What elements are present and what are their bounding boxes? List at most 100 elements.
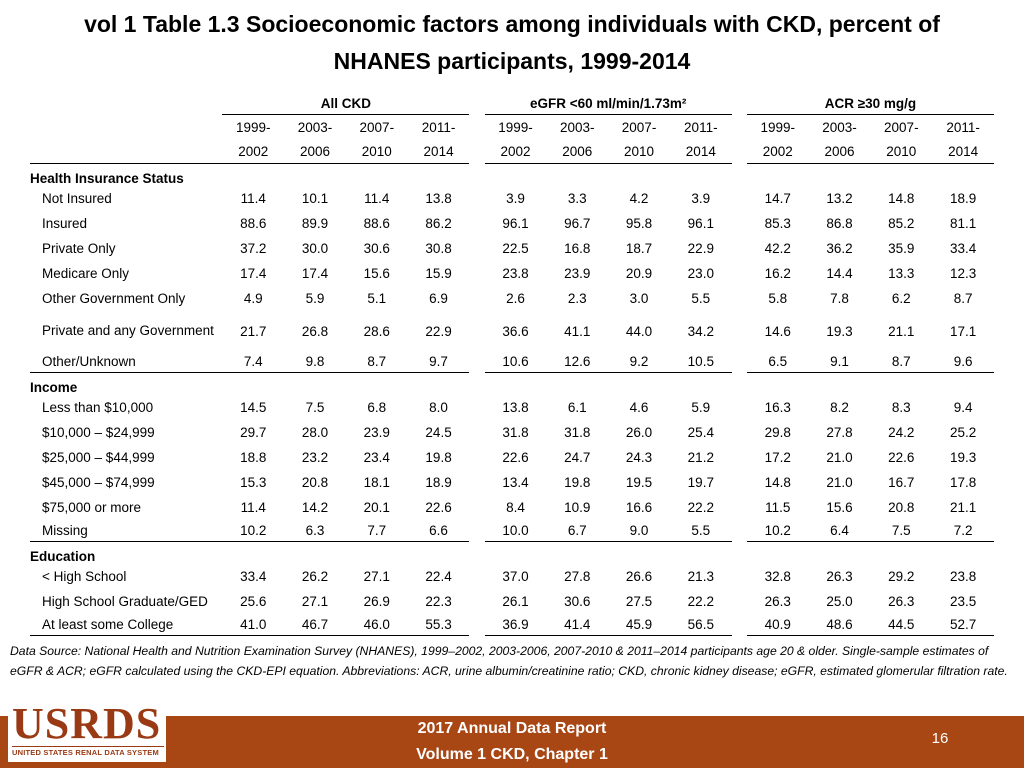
table-row: Missing 10.2 6.3 7.7 6.6 10.0 6.7 9.0 5.5 10.2 6.4… <box>30 520 994 542</box>
row-value: 48.6 <box>808 614 871 636</box>
year-header-top: 2007- <box>884 119 919 135</box>
row-value: 46.7 <box>284 614 346 636</box>
group-gap <box>469 286 484 311</box>
row-value: 11.4 <box>240 500 266 515</box>
group-gap <box>469 614 484 636</box>
row-value: 8.7 <box>870 351 933 373</box>
row-label: Other Government Only <box>42 291 186 306</box>
row-value: 2.6 <box>506 291 525 306</box>
row-value: 23.8 <box>502 266 529 281</box>
year-header-bottom: 2010 <box>870 139 933 164</box>
usrds-logo: USRDS UNITED STATES RENAL DATA SYSTEM <box>8 700 166 762</box>
row-value: 52.7 <box>932 614 994 636</box>
row-label: Missing <box>30 520 223 542</box>
row-value: 30.6 <box>363 241 390 256</box>
row-value: 4.6 <box>629 400 649 415</box>
group-gap <box>469 420 484 445</box>
row-value: 23.5 <box>949 594 977 609</box>
row-value: 11.4 <box>364 191 390 206</box>
row-value: 5.5 <box>669 520 732 542</box>
row-value: 5.9 <box>691 400 711 415</box>
row-value: 41.4 <box>546 614 609 636</box>
table-row: $75,000 or more 11.4 14.2 20.1 22.6 8.4 10.9 16… <box>30 495 994 520</box>
group-gap <box>732 236 747 261</box>
group-gap <box>732 445 747 470</box>
row-value: 15.9 <box>425 266 452 281</box>
row-value: 85.2 <box>888 216 915 231</box>
row-value: 89.9 <box>301 216 329 231</box>
page-title-line-2: NHANES participants, 1999-2014 <box>333 48 691 74</box>
group-gap <box>732 614 747 636</box>
year-header-spacer <box>30 139 223 164</box>
section-heading: Income <box>30 380 78 395</box>
row-value: 14.4 <box>826 266 853 281</box>
row-value: 37.2 <box>240 241 267 256</box>
row-value: 25.0 <box>826 594 853 609</box>
data-table: All CKD eGFR <60 ml/min/1.73m² ACR ≥30 m… <box>30 92 994 636</box>
row-value: 8.2 <box>830 400 849 415</box>
row-value: 55.3 <box>407 614 470 636</box>
row-value: 5.5 <box>691 291 711 306</box>
table-row: High School Graduate/GED 25.6 27.1 26.9 22.3… <box>30 589 994 614</box>
row-value: 18.7 <box>625 241 653 256</box>
table-row: Private and any Government 21.7 26.8 28.6 22… <box>30 311 994 351</box>
row-label: High School Graduate/GED <box>42 594 208 609</box>
row-value: 96.7 <box>564 216 591 231</box>
row-value: 23.9 <box>564 266 591 281</box>
row-value: 46.0 <box>345 614 408 636</box>
row-value: 27.1 <box>301 594 329 609</box>
group-gap <box>469 311 484 351</box>
row-value: 20.8 <box>888 500 915 515</box>
row-value: 9.0 <box>608 520 670 542</box>
row-value: 7.4 <box>222 351 285 373</box>
row-value: 18.9 <box>949 191 977 206</box>
row-value: 18.8 <box>240 450 267 465</box>
row-value: 13.8 <box>425 191 452 206</box>
year-header-bottom: 2010 <box>345 139 408 164</box>
row-value: 6.6 <box>407 520 470 542</box>
row-value: 6.2 <box>891 291 911 306</box>
row-value: 33.4 <box>240 569 267 584</box>
table-row: Insured 88.6 89.9 88.6 86.2 96.1 96.7 95.8 96.1 8… <box>30 211 994 236</box>
row-value: 13.4 <box>502 475 529 490</box>
row-value: 15.3 <box>240 475 267 490</box>
row-value: 30.8 <box>425 241 452 256</box>
row-value: 41.1 <box>564 323 591 339</box>
logo-subtitle: UNITED STATES RENAL DATA SYSTEM <box>12 746 164 757</box>
section-heading: Education <box>30 549 96 564</box>
row-value: 21.0 <box>826 475 853 490</box>
group-gap <box>469 470 484 495</box>
row-value: 6.9 <box>429 291 448 306</box>
row-value: 16.2 <box>764 266 791 281</box>
row-value: 17.1 <box>949 323 977 339</box>
row-value: 24.7 <box>564 450 591 465</box>
row-value: 88.6 <box>240 216 267 231</box>
row-value: 24.3 <box>625 450 653 465</box>
row-value: 22.4 <box>425 569 452 584</box>
row-value: 14.8 <box>888 191 915 206</box>
report-title-line-2: Volume 1 CKD, Chapter 1 <box>416 746 608 763</box>
row-value: 29.2 <box>888 569 915 584</box>
row-value: 36.2 <box>826 241 853 256</box>
group-gap <box>469 495 484 520</box>
row-value: 28.6 <box>363 323 390 339</box>
year-header-row-top: 1999- 2003- 2007- 2011- 1999- 2003- 2007- 2011-… <box>30 115 994 140</box>
row-value: 4.9 <box>243 291 263 306</box>
row-value: 88.6 <box>363 216 390 231</box>
row-value: 22.2 <box>687 594 714 609</box>
row-value: 12.6 <box>546 351 609 373</box>
row-value: 20.1 <box>363 500 390 515</box>
row-value: 8.7 <box>345 351 408 373</box>
page-number: 16 <box>931 730 949 747</box>
row-value: 17.4 <box>301 266 329 281</box>
row-value: 7.2 <box>932 520 994 542</box>
year-header-top: 1999- <box>236 119 271 135</box>
group-gap <box>469 351 484 373</box>
row-label: $45,000 – $74,999 <box>42 475 155 490</box>
row-value: 23.8 <box>949 569 977 584</box>
year-header-row-bottom: 2002 2006 2010 2014 2002 2006 2010 2014 2002 2006… <box>30 139 994 164</box>
row-value: 20.9 <box>625 266 653 281</box>
row-value: 85.3 <box>764 216 791 231</box>
row-value: 10.1 <box>301 191 329 206</box>
row-value: 56.5 <box>669 614 732 636</box>
